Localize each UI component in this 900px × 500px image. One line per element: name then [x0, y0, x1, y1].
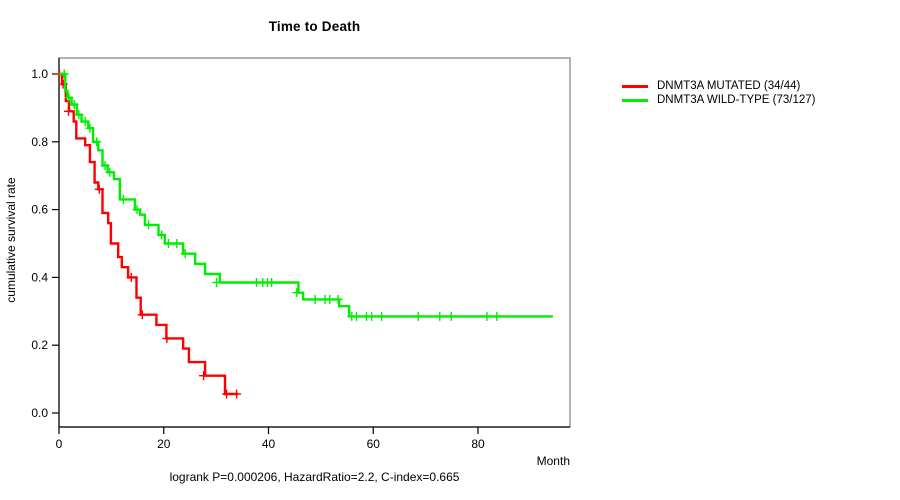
y-tick-label: 1.0 [31, 67, 48, 81]
x-tick-label: 60 [367, 437, 381, 451]
chart-title: Time to Death [268, 19, 361, 34]
legend: DNMT3A MUTATED (34/44) DNMT3A WILD-TYPE … [622, 79, 815, 107]
km-curve-1 [59, 72, 553, 318]
x-tick-label: 80 [471, 437, 485, 451]
y-tick-label: 0.0 [31, 406, 48, 420]
legend-line-green [622, 98, 648, 102]
legend-item-mutated: DNMT3A MUTATED (34/44) [622, 79, 815, 93]
plot-border [58, 57, 571, 428]
y-tick-label: 0.2 [31, 338, 48, 352]
x-tick-label: 40 [262, 437, 276, 451]
legend-label-mutated: DNMT3A MUTATED (34/44) [657, 80, 801, 92]
km-curve-0 [59, 72, 239, 396]
y-tick-label: 0.6 [31, 203, 48, 217]
stats-annotation: logrank P=0.000206, HazardRatio=2.2, C-i… [169, 470, 460, 484]
x-axis-label: Month [536, 454, 570, 468]
x-tick-label: 0 [56, 437, 63, 451]
y-tick-label: 0.4 [31, 270, 48, 284]
y-tick-label: 0.8 [31, 135, 48, 149]
x-tick-label: 20 [157, 437, 171, 451]
legend-label-wildtype: DNMT3A WILD-TYPE (73/127) [657, 94, 816, 106]
legend-item-wildtype: DNMT3A WILD-TYPE (73/127) [622, 93, 815, 107]
legend-line-red [622, 84, 648, 88]
